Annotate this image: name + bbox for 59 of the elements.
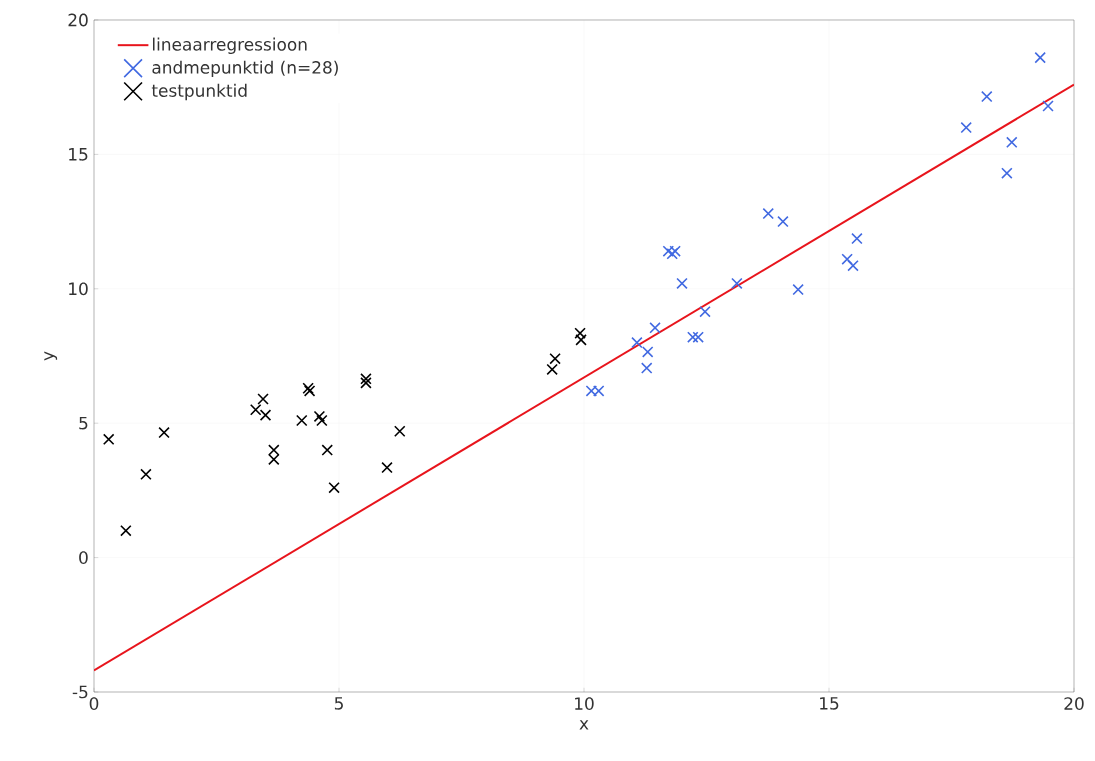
y-tick-label: 5 [79,416,88,430]
point [296,414,308,427]
y-tick-label: 10 [69,282,88,296]
legend-label: andmepunktid (n=28) [152,60,338,78]
point [313,410,326,423]
point [1006,136,1018,149]
point [699,305,711,318]
point [1034,51,1046,64]
point [731,277,743,290]
x-tick-label: 15 [820,697,839,710]
y-tick-label: 15 [69,148,88,161]
x-tick-label: 10 [575,697,594,710]
x-axis-title: x [579,720,589,730]
point [360,377,372,389]
point [268,453,280,466]
point [321,444,333,456]
point [158,426,170,439]
x-tick-label: 20 [1064,697,1084,710]
point [268,444,280,456]
point [1042,100,1054,112]
point [549,352,561,365]
point [851,232,863,245]
point [640,362,653,374]
point [328,481,340,494]
point [777,215,789,228]
point [120,524,132,537]
point [574,327,586,339]
point [847,259,859,272]
y-axis-title: y [44,351,58,361]
x-tick-label: 5 [334,697,343,710]
point [631,336,643,349]
point [960,121,972,134]
legend-label: lineaarregressioon [152,37,307,54]
point [360,373,372,385]
point [316,414,328,427]
point [575,334,587,346]
point [140,468,152,481]
y-tick-label: 20 [68,13,88,27]
point [1001,167,1013,179]
point [249,404,262,416]
point [102,433,115,446]
point [546,363,558,376]
x-tick-label: 0 [89,697,99,710]
point [692,331,704,343]
point [381,461,393,474]
y-tick-label: -5 [72,685,88,699]
point [259,409,272,421]
point [687,331,699,343]
point [649,322,661,334]
point [792,283,804,296]
legend-label: testpunktid [151,83,247,101]
point [841,253,853,265]
point [762,207,774,220]
point [641,346,654,358]
point [394,425,406,438]
point [257,393,269,405]
point [676,277,688,290]
y-tick-label: 0 [79,551,88,564]
point [981,90,993,103]
